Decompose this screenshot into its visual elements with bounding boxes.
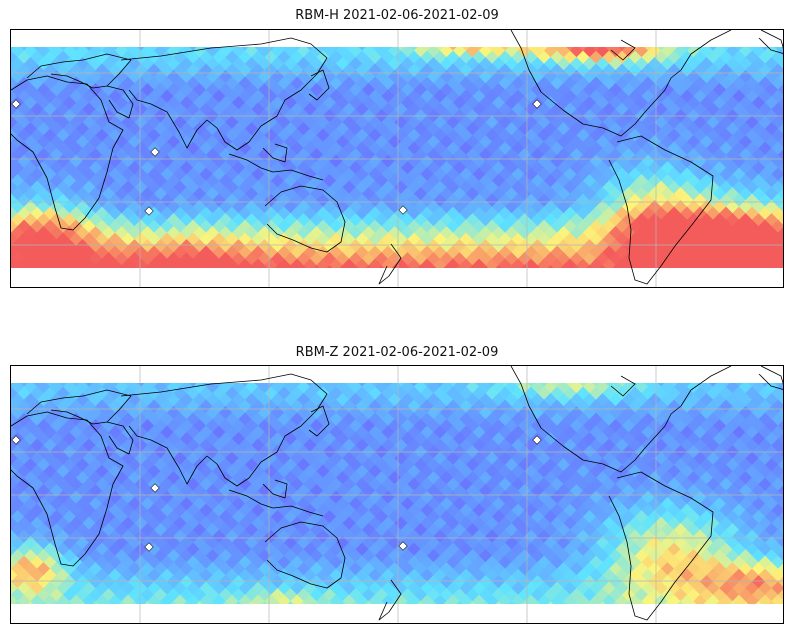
coastline	[262, 479, 288, 499]
coastline	[106, 85, 134, 119]
map-canvas-bottom	[11, 366, 783, 623]
island-marker	[144, 206, 154, 216]
coastline	[758, 366, 783, 390]
island-marker	[144, 542, 154, 552]
coastline	[378, 243, 402, 285]
coastline	[308, 69, 330, 101]
coastline	[378, 579, 402, 621]
coastline	[510, 366, 732, 473]
coastline	[308, 405, 330, 437]
no-data-region-top	[11, 30, 783, 47]
coastline	[510, 30, 732, 137]
map-top[interactable]	[10, 29, 784, 288]
coastline	[228, 489, 324, 517]
panel-title-top: RBM-H 2021-02-06-2021-02-09	[295, 8, 499, 23]
coastline	[608, 135, 714, 285]
coastline	[120, 373, 328, 487]
map-canvas-top	[11, 30, 783, 287]
coastline	[610, 375, 636, 397]
coastline	[608, 471, 714, 621]
island-marker	[150, 483, 160, 493]
island-marker	[398, 205, 408, 215]
coastline	[26, 53, 132, 89]
coastline	[262, 143, 288, 163]
island-marker	[532, 435, 542, 445]
coastline	[11, 411, 124, 567]
no-data-region-bottom	[11, 268, 783, 287]
island-marker	[398, 541, 408, 551]
panel-title-bottom: RBM-Z 2021-02-06-2021-02-09	[295, 345, 499, 360]
map-bottom[interactable]	[10, 365, 784, 624]
coastline	[120, 37, 328, 151]
coastline	[610, 39, 636, 61]
coastline	[11, 75, 124, 231]
island-marker	[532, 99, 542, 109]
coastline	[264, 521, 346, 589]
no-data-region-bottom	[11, 604, 783, 623]
coastline	[758, 30, 783, 54]
coastline	[106, 421, 134, 455]
coastline	[26, 389, 132, 425]
coastline	[264, 185, 346, 253]
island-marker	[11, 99, 21, 109]
island-marker	[150, 147, 160, 157]
island-marker	[11, 435, 21, 445]
coastline	[228, 153, 324, 181]
no-data-region-top	[11, 366, 783, 383]
